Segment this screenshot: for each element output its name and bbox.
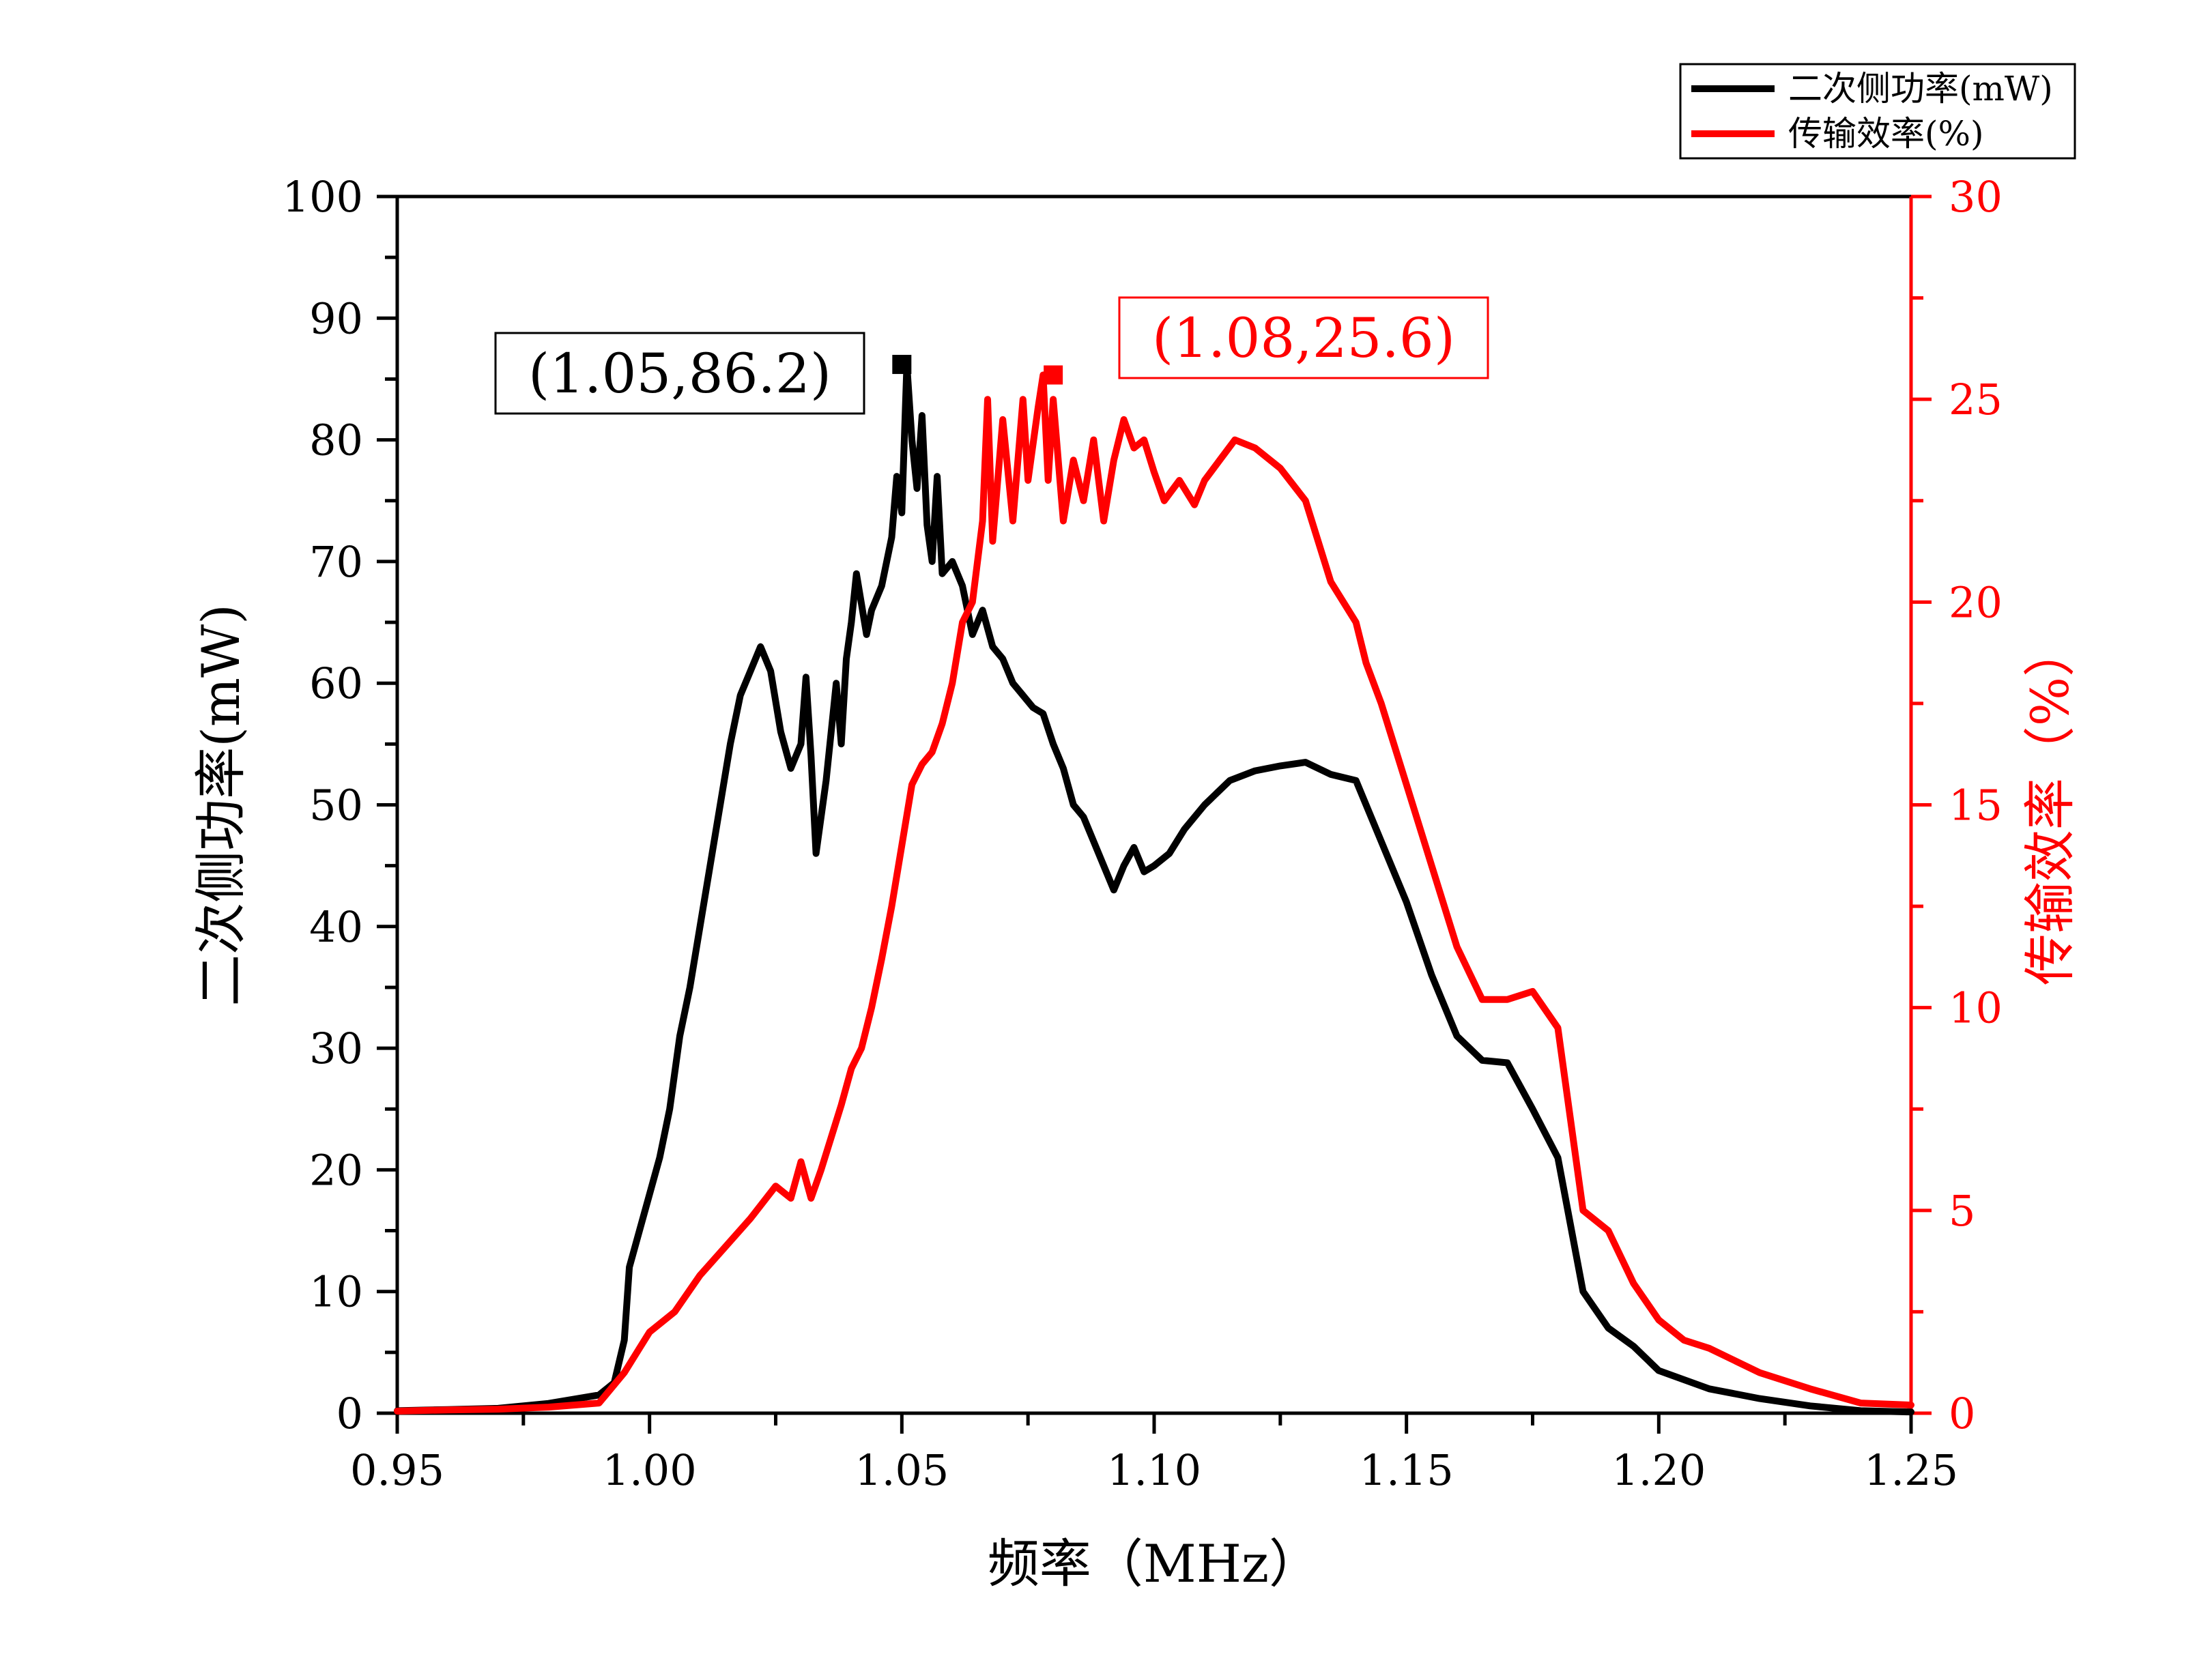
legend-box: [1679, 63, 2076, 160]
y-left-tick-label: 50: [309, 781, 363, 830]
series-line-power: [394, 361, 1914, 1416]
y-left-tick-label: 60: [309, 658, 363, 708]
y-left-tick-label: 40: [309, 902, 363, 952]
y-left-tick-label: 10: [309, 1267, 363, 1317]
annotation-box: [494, 332, 865, 415]
x-tick-label: 0.95: [350, 1445, 444, 1495]
y-axis-left-title: 二次侧功率(mW): [190, 604, 251, 1006]
y-right-tick-label: 25: [1949, 375, 2003, 424]
legend: 二次侧功率(mW) 传输效率(%): [1679, 63, 2076, 160]
y-right-tick-label: 10: [1949, 983, 2003, 1033]
x-tick-label: 1.20: [1611, 1445, 1706, 1495]
y-left-tick-label: 80: [309, 416, 363, 465]
y-left-tick-label: 70: [309, 537, 363, 587]
legend-label-power: 二次侧功率(mW): [1788, 69, 2053, 108]
x-tick-label: 1.25: [1864, 1445, 1958, 1495]
series-line-efficiency: [394, 371, 1914, 1415]
tick-marks: [377, 194, 1932, 1434]
y-right-tick-label: 20: [1949, 577, 2003, 627]
y-right-tick-label: 0: [1949, 1389, 1975, 1438]
y-right-tick-label: 30: [1949, 172, 2003, 222]
y-left-tick-label: 0: [336, 1389, 363, 1438]
series-layer: [394, 361, 1914, 1416]
annotation-layer: (1.05,86.2) (1.08,25.6): [494, 296, 1489, 415]
y-right-tick-label: 15: [1949, 781, 2003, 830]
x-tick-label: 1.05: [855, 1445, 949, 1495]
y-left-tick-label: 20: [309, 1145, 363, 1195]
x-axis-title: 频率（MHz）: [988, 1533, 1321, 1594]
annotation-marker: [1044, 365, 1063, 385]
annotation-label: (1.08,25.6): [1152, 306, 1455, 370]
y-left-tick-label: 100: [283, 172, 363, 222]
x-tick-label: 1.00: [603, 1445, 697, 1495]
annotation-box: [1118, 296, 1489, 379]
annotation-label: (1.05,86.2): [528, 342, 831, 405]
x-tick-label: 1.10: [1107, 1445, 1201, 1495]
x-tick-label: 1.15: [1360, 1445, 1454, 1495]
y-axis-right-title: 传输效率（%）: [2020, 625, 2080, 985]
y-right-tick-label: 5: [1949, 1186, 1975, 1236]
y-left-tick-label: 90: [309, 293, 363, 343]
tick-labels: 0.95 1.00 1.05 1.10 1.15 1.20 1.25010203040506…: [283, 172, 2003, 1495]
y-left-tick-label: 30: [309, 1024, 363, 1073]
annotation-marker: [892, 355, 912, 375]
legend-label-efficiency: 传输效率(%): [1788, 114, 1984, 154]
